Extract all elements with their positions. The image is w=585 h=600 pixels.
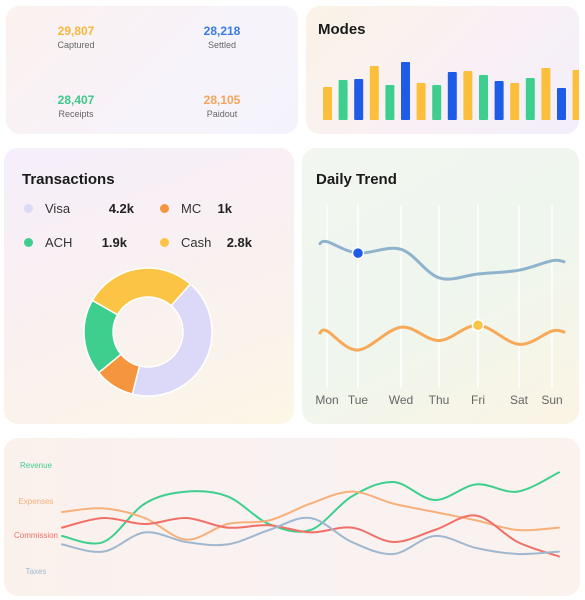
series-label: Expenses <box>18 497 53 506</box>
x-tick-label: Thu <box>429 393 450 407</box>
legend-cash: Cash 2.8k <box>160 235 252 250</box>
daily-trend-card: Daily Trend Mon Tue Wed Thu Fri Sat Sun <box>302 148 579 424</box>
kpi-value: 28,407 <box>57 93 95 107</box>
legend-swatch <box>160 204 169 213</box>
series-line-taxes <box>61 516 560 556</box>
trend-marker <box>351 246 365 260</box>
kpi-value: 29,807 <box>57 24 95 38</box>
modes-bar <box>338 80 348 120</box>
modes-bar <box>401 62 410 120</box>
x-tick-label: Mon <box>315 393 338 407</box>
transactions-title: Transactions <box>22 171 115 188</box>
modes-bar <box>323 87 332 120</box>
legend-label: ACH <box>45 235 73 250</box>
legend-label: Cash <box>181 235 212 250</box>
kpi-label: Settled <box>207 40 237 50</box>
series-line-revenue <box>61 471 560 545</box>
legend-swatch <box>24 204 33 213</box>
daily-trend-line-chart: Mon Tue Wed Thu Fri Sat Sun <box>315 205 566 407</box>
x-tick-label: Fri <box>471 393 485 407</box>
modes-bar <box>354 79 364 120</box>
kpi-paidout: 28,105 Paidout <box>152 93 292 119</box>
trend-line <box>318 239 566 281</box>
series-label: Taxes <box>26 567 47 576</box>
legend-swatch <box>160 238 169 247</box>
modes-bar <box>463 71 473 120</box>
legend-label: Visa <box>45 201 71 216</box>
modes-bar <box>432 85 442 120</box>
multi-series-line-chart: Revenue Expenses Commission Taxes <box>14 461 560 576</box>
modes-bar <box>572 70 579 120</box>
kpi-settled: 28,218 Settled <box>152 24 292 50</box>
x-tick-label: Tue <box>348 393 369 407</box>
x-tick-label: Wed <box>389 393 413 407</box>
kpi-label: Captured <box>57 40 95 50</box>
legend-value: 2.8k <box>226 235 252 250</box>
modes-bar <box>385 85 395 120</box>
kpi-value: 28,218 <box>203 24 241 38</box>
donut-slice-cash <box>91 267 192 316</box>
modes-bar <box>525 78 535 120</box>
x-tick-label: Sun <box>541 393 562 407</box>
modes-bar <box>494 81 504 120</box>
modes-bar <box>447 72 457 120</box>
legend-label: MC <box>181 201 202 216</box>
kpi-value: 28,105 <box>203 93 241 107</box>
series-label: Commission <box>14 531 58 540</box>
modes-bar <box>416 83 426 120</box>
daily-trend-title: Daily Trend <box>316 171 397 188</box>
transactions-donut-chart <box>83 267 213 397</box>
legend-value: 4.2k <box>108 201 134 216</box>
kpi-label: Receipts <box>58 109 94 119</box>
x-tick-label: Sat <box>510 393 529 407</box>
trend-marker <box>471 319 485 332</box>
modes-title: Modes <box>318 21 366 38</box>
legend-mc: MC 1k <box>160 201 232 216</box>
series-line-commission <box>61 514 560 558</box>
trend-line <box>318 323 566 352</box>
legend-visa: Visa 4.2k <box>24 201 134 216</box>
legend-swatch <box>24 238 33 247</box>
modes-bar <box>369 66 379 120</box>
transactions-card: Transactions Visa 4.2k MC 1k ACH 1.9k Ca… <box>4 148 294 424</box>
modes-card: Modes <box>306 6 579 134</box>
modes-bar-chart <box>323 62 579 120</box>
series-label: Revenue <box>20 461 53 470</box>
legend-value: 1k <box>217 201 232 216</box>
series-line-expenses <box>61 490 560 541</box>
kpi-receipts: 28,407 Receipts <box>6 93 146 119</box>
modes-bar <box>541 68 551 120</box>
modes-bar <box>557 88 566 120</box>
multi-series-card: Revenue Expenses Commission Taxes <box>4 438 580 596</box>
legend-value: 1.9k <box>101 235 127 250</box>
modes-bar <box>510 83 520 120</box>
kpi-label: Paidout <box>206 109 238 119</box>
kpi-captured: 29,807 Captured <box>6 24 146 50</box>
modes-bar <box>479 75 488 120</box>
kpi-card: 29,807 Captured 28,218 Settled 28,407 Re… <box>6 6 298 134</box>
donut-slice-visa <box>131 282 213 397</box>
legend-ach: ACH 1.9k <box>24 235 127 250</box>
